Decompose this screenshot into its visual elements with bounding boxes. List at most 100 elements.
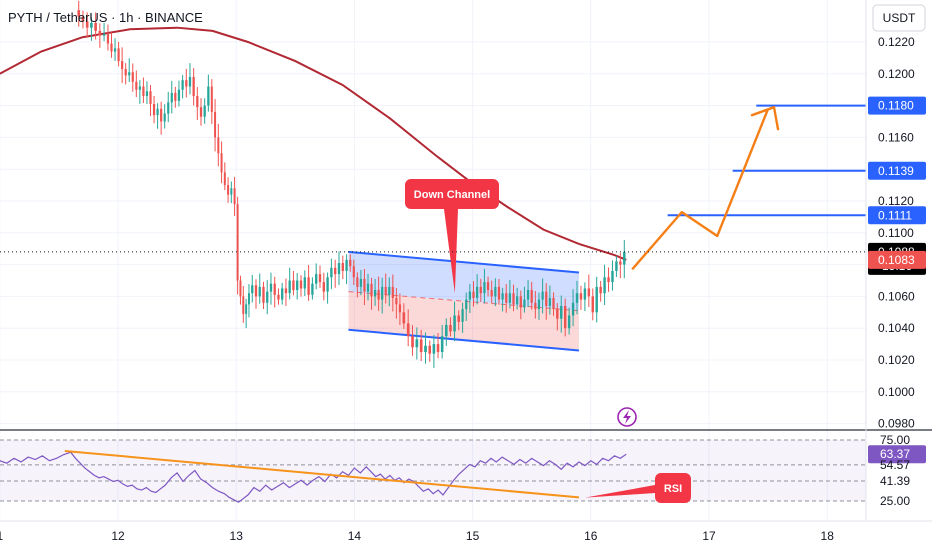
callout-shape	[405, 179, 499, 294]
candle-body	[203, 105, 206, 117]
candle	[483, 268, 486, 304]
candle-body	[210, 86, 213, 112]
candle-body	[440, 336, 444, 353]
currency-button[interactable]: USDT	[872, 4, 926, 32]
candle-body	[534, 302, 537, 310]
candle	[236, 196, 239, 295]
candle-body	[490, 290, 493, 297]
candle-body	[476, 286, 479, 298]
rsi-current-label[interactable]: 63.37	[868, 445, 926, 464]
candle-body	[352, 266, 355, 278]
candle	[307, 265, 310, 301]
channel-mid-line	[348, 291, 580, 312]
candle	[508, 279, 512, 309]
price-label-level[interactable]: 0.1111	[868, 206, 926, 225]
channel-upper-line[interactable]	[348, 250, 580, 274]
candle-body	[121, 61, 124, 70]
projection-arrowhead	[750, 105, 780, 131]
candle-body	[128, 72, 131, 76]
candle	[519, 290, 522, 320]
candle-body	[571, 302, 575, 316]
candle	[391, 274, 394, 312]
channel-lower-line[interactable]	[348, 328, 580, 352]
candle-body	[349, 259, 352, 267]
candle-body	[611, 270, 614, 283]
candle	[102, 23, 106, 42]
candle	[552, 292, 555, 316]
candle	[174, 86, 177, 108]
candle-body	[124, 69, 127, 76]
candle	[303, 270, 306, 297]
price-label-ma[interactable]: 0.1083	[868, 250, 926, 269]
lightning-icon[interactable]	[617, 407, 637, 427]
annotations[interactable]: Down Channel RSI	[405, 179, 691, 503]
candle-body	[196, 96, 199, 108]
candle-body	[318, 274, 322, 283]
candle-body	[326, 277, 329, 292]
candle-body	[623, 251, 626, 265]
rsi-background	[0, 439, 866, 502]
candle-body	[384, 286, 387, 295]
rsi-trendline[interactable]	[64, 449, 580, 499]
candle	[269, 272, 273, 305]
candle	[113, 38, 117, 61]
candle	[167, 91, 170, 123]
candle	[461, 302, 464, 333]
candle-body	[497, 286, 501, 300]
candle	[440, 324, 444, 359]
candle-body	[461, 309, 464, 322]
candle	[583, 282, 587, 312]
candle-body	[567, 315, 571, 329]
rsi-callout[interactable]: RSI	[584, 473, 691, 503]
price-label-level[interactable]: 0.1139	[868, 161, 926, 180]
candle-body	[266, 291, 269, 303]
candle	[449, 317, 452, 337]
candle-body	[556, 309, 559, 319]
price-label-level[interactable]: 0.1180	[868, 96, 926, 115]
candle	[457, 310, 460, 331]
time-tick-label: 18	[821, 529, 835, 543]
candle-body	[366, 283, 370, 292]
candle-body	[217, 137, 220, 154]
time-tick-label: 1	[0, 529, 3, 543]
candle-body	[591, 296, 594, 313]
candle	[523, 286, 526, 313]
time-tick-label: 14	[348, 529, 362, 543]
candle	[149, 85, 152, 117]
candle-body	[145, 91, 149, 97]
projection-line[interactable]	[631, 108, 770, 271]
candle	[563, 298, 567, 337]
candle	[556, 303, 559, 331]
candles	[77, 0, 626, 368]
candle-body	[615, 261, 618, 271]
candle-body	[163, 113, 166, 122]
candle	[373, 278, 377, 306]
candle-body	[424, 345, 427, 353]
candle-body	[341, 263, 344, 271]
candle	[395, 288, 398, 319]
candle-body	[381, 286, 384, 300]
candle-body	[113, 48, 117, 52]
candle	[145, 81, 149, 104]
candle-body	[402, 312, 406, 324]
candle-body	[77, 10, 81, 17]
candle	[603, 264, 606, 306]
down-channel-callout[interactable]: Down Channel	[405, 179, 499, 294]
down-channel[interactable]	[348, 250, 580, 352]
candle	[281, 282, 284, 305]
candle-body	[303, 277, 306, 289]
candle	[284, 278, 288, 306]
candle-body	[583, 288, 587, 300]
time-axis[interactable]: 1 12 13 14 15 16 17 18	[0, 529, 834, 543]
price-levels[interactable]	[667, 104, 866, 217]
rsi-band	[0, 440, 866, 501]
candle-body	[207, 86, 210, 106]
price-axis[interactable]: USDT 0.1220 0.1200 0.1160 0.1120 0.1100 0.1060…	[868, 4, 926, 508]
candle-body	[156, 108, 159, 116]
projection-path[interactable]	[631, 105, 780, 271]
candle-body	[177, 89, 181, 101]
candle	[188, 63, 192, 95]
rsi-line	[0, 451, 627, 503]
candle	[363, 268, 366, 306]
